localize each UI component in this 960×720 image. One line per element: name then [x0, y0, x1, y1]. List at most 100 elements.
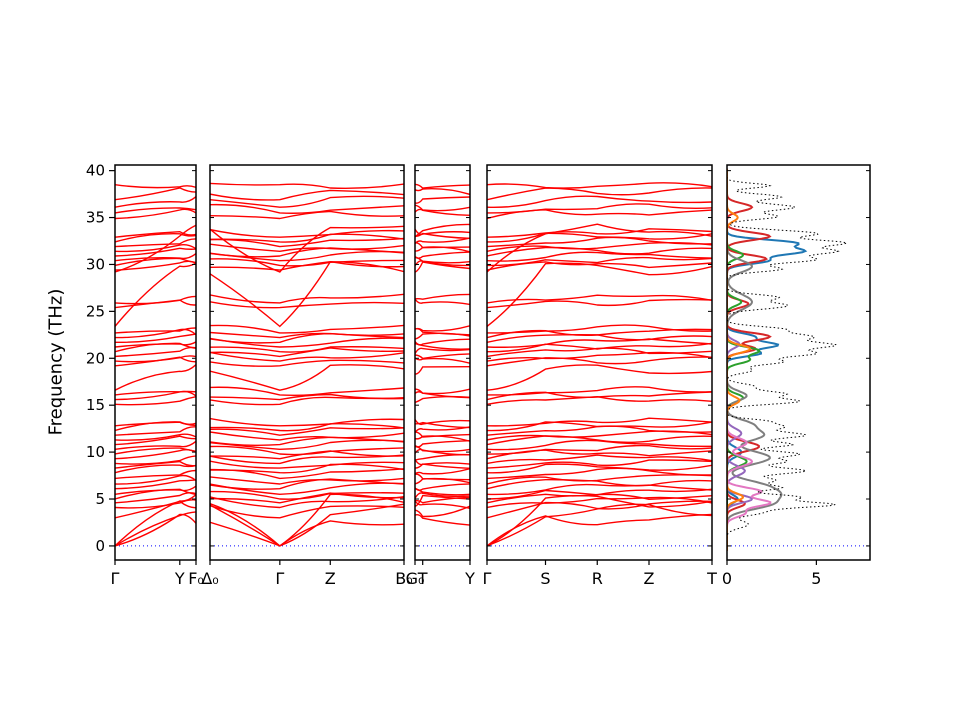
phonon-band-line [115, 341, 196, 348]
phonon-band-line [415, 483, 470, 491]
phonon-band-line [115, 433, 196, 441]
phonon-band-line [115, 390, 196, 401]
phonon-band-line [415, 505, 470, 518]
phonon-band-line [210, 503, 404, 547]
phonon-band-line [210, 247, 404, 258]
phonon-band-line [115, 196, 196, 208]
phonon-band-line [415, 500, 470, 510]
phonon-bands [210, 182, 404, 547]
phonon-band-line [487, 187, 712, 201]
ytick-label: 5 [95, 490, 105, 508]
phonon-band-line [487, 467, 712, 480]
phonon-band-line [115, 485, 196, 495]
phonon-band-line [115, 447, 196, 455]
kpoint-label: R [592, 569, 603, 588]
phonon-band-line [210, 476, 404, 485]
phonon-band-line [415, 468, 470, 475]
phonon-band-line [115, 426, 196, 436]
kpoint-label: Γ [275, 569, 284, 588]
phonon-band-line [210, 359, 404, 367]
phonon-band-line [487, 495, 712, 547]
phonon-band-line [487, 342, 712, 353]
phonon-band-line [210, 431, 404, 441]
phonon-band-line [210, 250, 404, 262]
dos-xtick-label: 5 [811, 569, 821, 588]
ytick-label: 25 [86, 302, 105, 320]
phonon-band-line [415, 293, 470, 300]
total-dos [727, 168, 849, 551]
phonon-band-line [487, 483, 712, 496]
phonon-band-line [487, 417, 712, 427]
panel-frame [486, 164, 713, 561]
phonon-band-line [210, 386, 404, 396]
phonon-band-line [115, 355, 196, 363]
phonon-band-line [115, 253, 196, 262]
phonon-band-line [210, 324, 404, 334]
phonon-band-line [487, 386, 712, 396]
kpoint-label: Y [174, 569, 185, 588]
phonon-band-line [415, 492, 470, 499]
phonon-band-line [115, 224, 196, 273]
phonon-band-line [210, 478, 404, 490]
phonon-band-line [415, 473, 470, 481]
phonon-band-line [487, 328, 712, 339]
phonon-band-line [115, 440, 196, 450]
ytick-label: 0 [95, 537, 105, 555]
phonon-band-line [487, 232, 712, 243]
phonon-band-line [415, 388, 470, 395]
phonon-band-line [487, 338, 712, 348]
phonon-band-line [487, 463, 712, 474]
phonon-band-line [415, 445, 470, 453]
phonon-band-line [487, 496, 712, 509]
kpoint-label: T [706, 569, 717, 588]
phonon-band-line [210, 331, 404, 339]
phonon-band-line [487, 262, 712, 327]
phonon-band-line [115, 513, 196, 547]
phonon-band-line [487, 435, 712, 446]
phonon-band-line [487, 298, 712, 309]
phonon-band-line [210, 463, 404, 474]
phonon-band-line [115, 243, 196, 253]
partial-dos-gray [727, 168, 783, 551]
phonon-band-line [415, 353, 470, 360]
phonon-band-line [415, 338, 470, 346]
phonon-band-line [210, 258, 404, 267]
phonon-band-line [210, 460, 404, 469]
phonon-band-line [115, 455, 196, 465]
phonon-band-line [210, 454, 404, 465]
phonon-band-line [487, 454, 712, 465]
phonon-band-line [487, 324, 712, 334]
phonon-band-line [210, 337, 404, 348]
phonon-band-line [115, 390, 196, 396]
phonon-band-line [210, 393, 404, 401]
phonon-band-line [415, 459, 470, 466]
phonon-band-line [115, 333, 196, 344]
phonon-band-line [210, 347, 404, 358]
phonon-band-line [210, 493, 404, 547]
phonon-band-line [210, 436, 404, 447]
dos-xtick-label: 0 [722, 569, 732, 588]
panel-frame [114, 164, 197, 561]
phonon-band-line [210, 233, 404, 243]
phonon-band-line [210, 189, 404, 201]
panel-frame [414, 164, 471, 561]
phonon-band-line [487, 356, 712, 367]
phonon-band-line [415, 183, 470, 189]
phonon-band-line [210, 423, 404, 432]
band-panel-2: G₀T Y [406, 164, 475, 588]
phonon-band-line [210, 427, 404, 436]
phonon-band-line [487, 351, 712, 362]
phonon-band-line [415, 223, 470, 238]
phonon-band-line [115, 238, 196, 248]
phonon-band-line [210, 260, 404, 328]
phonon-band-line [210, 243, 404, 253]
phonon-band-line [487, 513, 712, 547]
phonon-band-line [415, 298, 470, 306]
phonon-band-line [210, 351, 404, 362]
phonon-band-line [115, 328, 196, 339]
phonon-band-line [115, 421, 196, 427]
phonon-band-line [415, 242, 470, 249]
